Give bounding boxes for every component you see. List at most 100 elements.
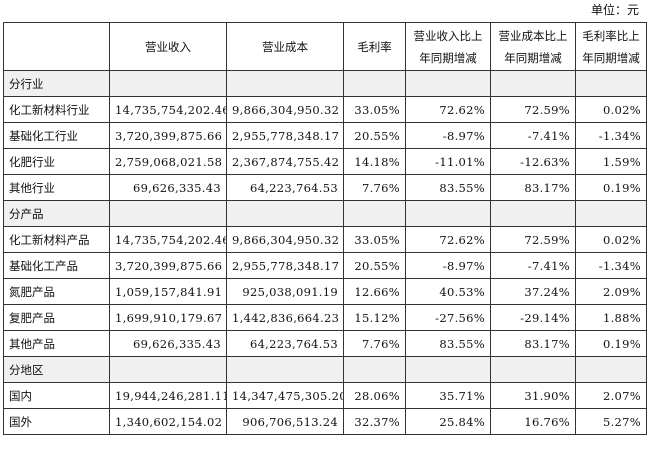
section-blank-cell (343, 200, 406, 227)
column-header-line: 年同期增减 (504, 50, 562, 65)
row-label: 基础化工行业 (3, 122, 110, 149)
section-blank-cell (343, 70, 406, 97)
table-cell: 72.62% (405, 226, 491, 253)
table-cell: 12.66% (343, 278, 406, 305)
column-header: 营业成本 (226, 22, 344, 71)
table-cell: 0.19% (575, 330, 647, 357)
column-header: 营业成本比上 年同期增减 (490, 22, 576, 71)
row-label: 国内 (3, 382, 110, 409)
column-header: 营业收入比上 年同期增减 (405, 22, 491, 71)
revenue-cost-table: 营业收入 营业成本 毛利率 营业收入比上 年同期增减 营业成本比上 年同期增减 毛利率比上 年同… (3, 22, 647, 435)
column-header: 毛利率比上年同期增减 (575, 22, 647, 71)
section-blank-cell (490, 200, 576, 227)
table-cell: 72.62% (405, 96, 491, 123)
table-cell: 14.18% (343, 148, 406, 175)
table-cell: 83.17% (490, 330, 576, 357)
table-cell: 32.37% (343, 408, 406, 435)
section-title: 分行业 (3, 70, 110, 97)
column-header-line: 毛利率 (357, 39, 392, 54)
table-row: 化工新材料行业 14,735,754,202.46 9,866,304,950.32… (3, 96, 647, 123)
table-cell: 64,223,764.53 (226, 330, 344, 357)
table-cell: 20.55% (343, 122, 406, 149)
row-label: 基础化工产品 (3, 252, 110, 279)
table-cell: 15.12% (343, 304, 406, 331)
section-blank-cell (405, 70, 491, 97)
table-cell: 40.53% (405, 278, 491, 305)
table-cell: 2,367,874,755.42 (226, 148, 344, 175)
table-cell: 5.27% (575, 408, 647, 435)
table-cell: 28.06% (343, 382, 406, 409)
table-cell: 19,944,246,281.11 (109, 382, 227, 409)
table-cell: 83.55% (405, 174, 491, 201)
table-cell: 3,720,399,875.66 (109, 122, 227, 149)
section-blank-cell (490, 70, 576, 97)
table-cell: 1.88% (575, 304, 647, 331)
section-title: 分产品 (3, 200, 110, 227)
table-cell: 33.05% (343, 226, 406, 253)
section-blank-cell (575, 356, 647, 383)
table-cell: 33.05% (343, 96, 406, 123)
column-header: 毛利率 (343, 22, 406, 71)
table-cell: 7.76% (343, 174, 406, 201)
table-row: 复肥产品 1,699,910,179.67 1,442,836,664.23 15.1… (3, 304, 647, 331)
table-cell: 37.24% (490, 278, 576, 305)
table-cell: 69,626,335.43 (109, 174, 227, 201)
table-cell: -27.56% (405, 304, 491, 331)
table-row: 氮肥产品 1,059,157,841.91 925,038,091.19 12.66%… (3, 278, 647, 305)
table-row: 化工新材料产品 14,735,754,202.46 9,866,304,950.32… (3, 226, 647, 253)
section-header-row: 分地区 (3, 356, 647, 383)
table-cell: 2,955,778,348.17 (226, 122, 344, 149)
row-label: 国外 (3, 408, 110, 435)
section-blank-cell (405, 200, 491, 227)
table-cell: 14,735,754,202.46 (109, 226, 227, 253)
table-cell: 72.59% (490, 226, 576, 253)
table-cell: 14,735,754,202.46 (109, 96, 227, 123)
table-cell: 1,699,910,179.67 (109, 304, 227, 331)
table-cell: 0.19% (575, 174, 647, 201)
header-blank-cell (3, 22, 110, 71)
table-cell: 72.59% (490, 96, 576, 123)
unit-label: 单位：元 (590, 3, 639, 17)
section-blank-cell (226, 200, 344, 227)
column-header: 营业收入 (109, 22, 227, 71)
table-cell: 14,347,475,305.20 (226, 382, 344, 409)
table-cell: 2,759,068,021.58 (109, 148, 227, 175)
table-cell: -29.14% (490, 304, 576, 331)
section-blank-cell (405, 356, 491, 383)
table-cell: 3,720,399,875.66 (109, 252, 227, 279)
table-row: 其他产品 69,626,335.43 64,223,764.53 7.76% 83.55… (3, 330, 647, 357)
table-cell: -8.97% (405, 252, 491, 279)
table-cell: -7.41% (490, 122, 576, 149)
section-blank-cell (226, 70, 344, 97)
row-label: 化工新材料产品 (3, 226, 110, 253)
table-cell: 69,626,335.43 (109, 330, 227, 357)
table-cell: 1.59% (575, 148, 647, 175)
section-blank-cell (109, 200, 227, 227)
table-cell: 2.09% (575, 278, 647, 305)
table-cell: -12.63% (490, 148, 576, 175)
column-header-line: 年同期增减 (419, 50, 477, 65)
table-cell: 31.90% (490, 382, 576, 409)
table-row: 基础化工行业 3,720,399,875.66 2,955,778,348.17 20… (3, 122, 647, 149)
table-cell: -1.34% (575, 252, 647, 279)
table-body: 分行业 化工新材料行业 14,735,754,202.46 9,866,304,950… (3, 70, 647, 435)
table-cell: 83.55% (405, 330, 491, 357)
row-label: 复肥产品 (3, 304, 110, 331)
column-header-line: 毛利率比上 (582, 28, 640, 43)
row-label: 化工新材料行业 (3, 96, 110, 123)
table-cell: 64,223,764.53 (226, 174, 344, 201)
table-cell: 2.07% (575, 382, 647, 409)
section-blank-cell (490, 356, 576, 383)
table-cell: 0.02% (575, 226, 647, 253)
table-row: 国外 1,340,602,154.02 906,706,513.24 32.37% 25… (3, 408, 647, 435)
section-blank-cell (575, 70, 647, 97)
table-cell: 2,955,778,348.17 (226, 252, 344, 279)
table-cell: -1.34% (575, 122, 647, 149)
table-cell: 35.71% (405, 382, 491, 409)
section-blank-cell (343, 356, 406, 383)
table-row: 国内 19,944,246,281.11 14,347,475,305.20 28.0… (3, 382, 647, 409)
row-label: 氮肥产品 (3, 278, 110, 305)
column-header-line: 年同期增减 (582, 50, 640, 65)
table-cell: 20.55% (343, 252, 406, 279)
column-header-line: 营业成本比上 (498, 28, 568, 43)
